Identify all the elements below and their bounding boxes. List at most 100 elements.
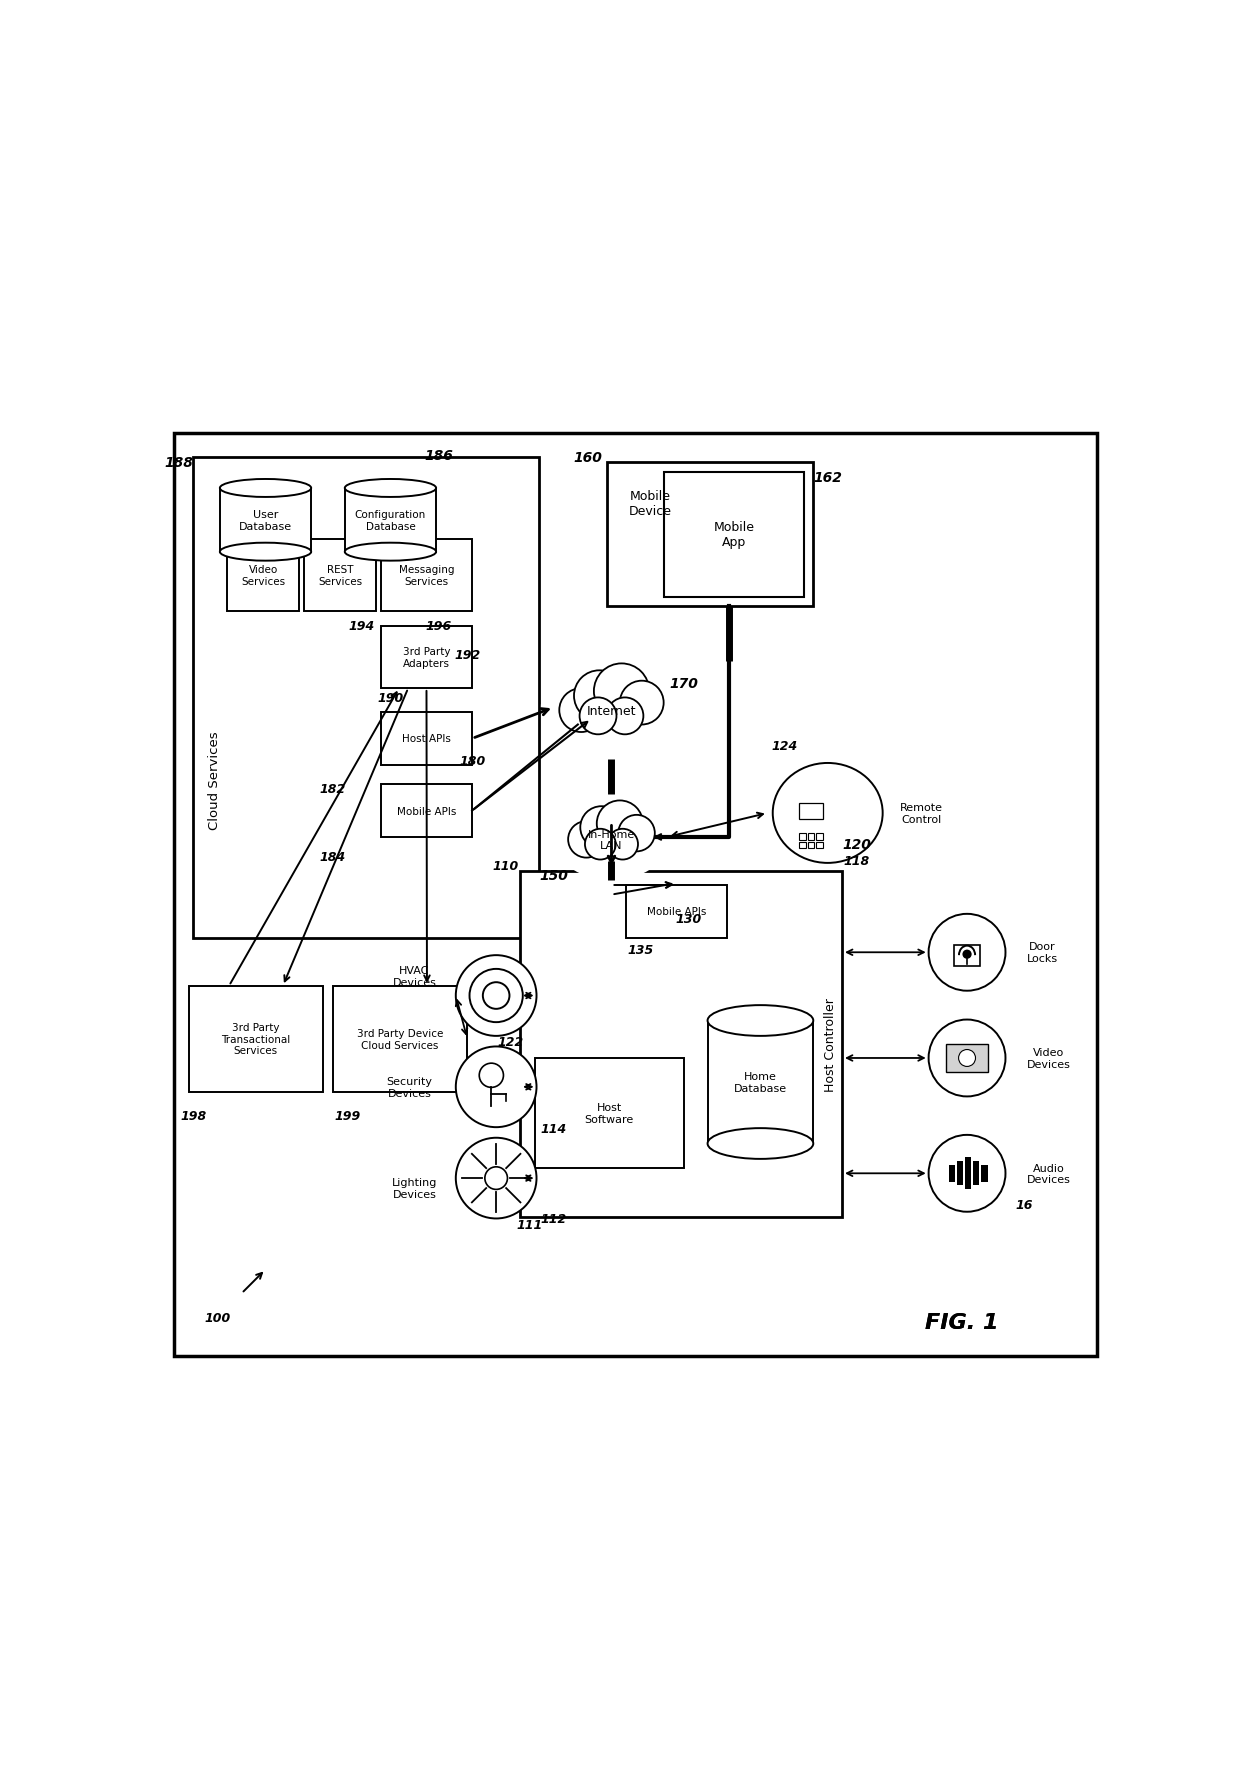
Text: 111: 111 bbox=[517, 1219, 543, 1231]
Text: REST
Services: REST Services bbox=[317, 565, 362, 586]
Text: Host Controller: Host Controller bbox=[825, 998, 837, 1091]
Text: 198: 198 bbox=[180, 1110, 207, 1123]
Circle shape bbox=[585, 829, 616, 861]
Text: Host APIs: Host APIs bbox=[402, 734, 451, 745]
Circle shape bbox=[594, 665, 650, 720]
Bar bbox=[981, 1165, 987, 1181]
Bar bbox=[534, 1059, 683, 1169]
Text: Lighting
Devices: Lighting Devices bbox=[392, 1178, 438, 1199]
Text: 170: 170 bbox=[670, 677, 698, 691]
Bar bbox=[381, 713, 472, 766]
Bar bbox=[381, 540, 472, 611]
Text: 196: 196 bbox=[425, 620, 451, 633]
Bar bbox=[665, 472, 804, 597]
Bar bbox=[954, 944, 981, 966]
Text: Configuration
Database: Configuration Database bbox=[355, 510, 427, 531]
Text: Host
Software: Host Software bbox=[584, 1103, 634, 1124]
Text: 188: 188 bbox=[165, 456, 193, 470]
Bar bbox=[606, 463, 813, 608]
Circle shape bbox=[608, 829, 639, 861]
Text: 135: 135 bbox=[627, 943, 653, 957]
Circle shape bbox=[485, 1167, 507, 1190]
Ellipse shape bbox=[541, 656, 682, 759]
Text: 186: 186 bbox=[424, 449, 453, 463]
Text: Remote
Control: Remote Control bbox=[900, 802, 944, 825]
Text: Home
Database: Home Database bbox=[734, 1071, 787, 1092]
Bar bbox=[332, 987, 467, 1092]
Circle shape bbox=[929, 1019, 1006, 1096]
Text: FIG. 1: FIG. 1 bbox=[925, 1313, 999, 1333]
Ellipse shape bbox=[345, 544, 436, 561]
Bar bbox=[949, 1165, 955, 1181]
Bar bbox=[219, 488, 311, 552]
Bar bbox=[956, 1162, 963, 1185]
Circle shape bbox=[456, 1046, 537, 1128]
Text: 100: 100 bbox=[205, 1312, 231, 1324]
Text: 110: 110 bbox=[492, 859, 518, 873]
Bar bbox=[193, 458, 539, 939]
Bar bbox=[807, 843, 815, 848]
Bar bbox=[345, 488, 436, 552]
Ellipse shape bbox=[219, 544, 311, 561]
Circle shape bbox=[479, 1064, 503, 1087]
Text: 190: 190 bbox=[377, 691, 403, 704]
Circle shape bbox=[929, 1135, 1006, 1212]
Circle shape bbox=[606, 699, 644, 734]
Circle shape bbox=[596, 800, 642, 846]
Bar bbox=[816, 834, 823, 841]
Circle shape bbox=[962, 950, 972, 959]
Circle shape bbox=[620, 681, 663, 725]
Circle shape bbox=[470, 969, 523, 1023]
Circle shape bbox=[579, 699, 616, 734]
Text: Door
Locks: Door Locks bbox=[1027, 943, 1058, 964]
Text: In-Home
LAN: In-Home LAN bbox=[588, 829, 635, 850]
Bar bbox=[799, 804, 823, 820]
Text: 3rd Party
Transactional
Services: 3rd Party Transactional Services bbox=[221, 1023, 290, 1055]
Circle shape bbox=[559, 690, 603, 732]
Text: Video
Devices: Video Devices bbox=[1027, 1048, 1070, 1069]
Bar bbox=[188, 987, 324, 1092]
Text: Internet: Internet bbox=[587, 704, 636, 716]
Text: 192: 192 bbox=[454, 649, 480, 661]
Circle shape bbox=[482, 982, 510, 1009]
Text: 160: 160 bbox=[573, 451, 601, 465]
Bar bbox=[381, 625, 472, 688]
Bar bbox=[972, 1162, 980, 1185]
Text: Mobile APIs: Mobile APIs bbox=[646, 907, 706, 918]
Ellipse shape bbox=[553, 795, 670, 880]
Text: Mobile APIs: Mobile APIs bbox=[397, 805, 456, 816]
Circle shape bbox=[568, 822, 605, 859]
Text: 130: 130 bbox=[676, 912, 702, 925]
Bar bbox=[946, 1044, 988, 1073]
Text: 112: 112 bbox=[541, 1212, 567, 1226]
Text: 16: 16 bbox=[1016, 1198, 1033, 1212]
Ellipse shape bbox=[708, 1128, 813, 1160]
Ellipse shape bbox=[345, 479, 436, 497]
Text: FIG. 1: FIG. 1 bbox=[925, 1313, 999, 1333]
Circle shape bbox=[619, 816, 655, 852]
Circle shape bbox=[580, 807, 622, 848]
Text: 182: 182 bbox=[320, 782, 346, 797]
Text: Mobile
Device: Mobile Device bbox=[629, 490, 671, 517]
Bar bbox=[807, 834, 815, 841]
Text: Security
Devices: Security Devices bbox=[387, 1076, 433, 1098]
Text: 3rd Party
Adapters: 3rd Party Adapters bbox=[403, 647, 450, 668]
Bar bbox=[799, 843, 806, 848]
Bar bbox=[816, 843, 823, 848]
Text: 124: 124 bbox=[771, 740, 797, 752]
Text: 114: 114 bbox=[541, 1123, 567, 1135]
Text: 3rd Party Device
Cloud Services: 3rd Party Device Cloud Services bbox=[357, 1028, 443, 1050]
Text: 162: 162 bbox=[813, 470, 842, 485]
Text: Cloud Services: Cloud Services bbox=[208, 731, 221, 829]
Bar bbox=[304, 540, 376, 611]
Circle shape bbox=[929, 914, 1006, 991]
Bar bbox=[708, 1021, 813, 1144]
Bar bbox=[626, 886, 727, 939]
Text: Mobile
App: Mobile App bbox=[713, 520, 754, 549]
Bar bbox=[799, 834, 806, 841]
Text: 194: 194 bbox=[348, 620, 374, 633]
Text: 150: 150 bbox=[539, 870, 568, 882]
Ellipse shape bbox=[708, 1005, 813, 1037]
Circle shape bbox=[456, 955, 537, 1037]
Text: Messaging
Services: Messaging Services bbox=[399, 565, 454, 586]
